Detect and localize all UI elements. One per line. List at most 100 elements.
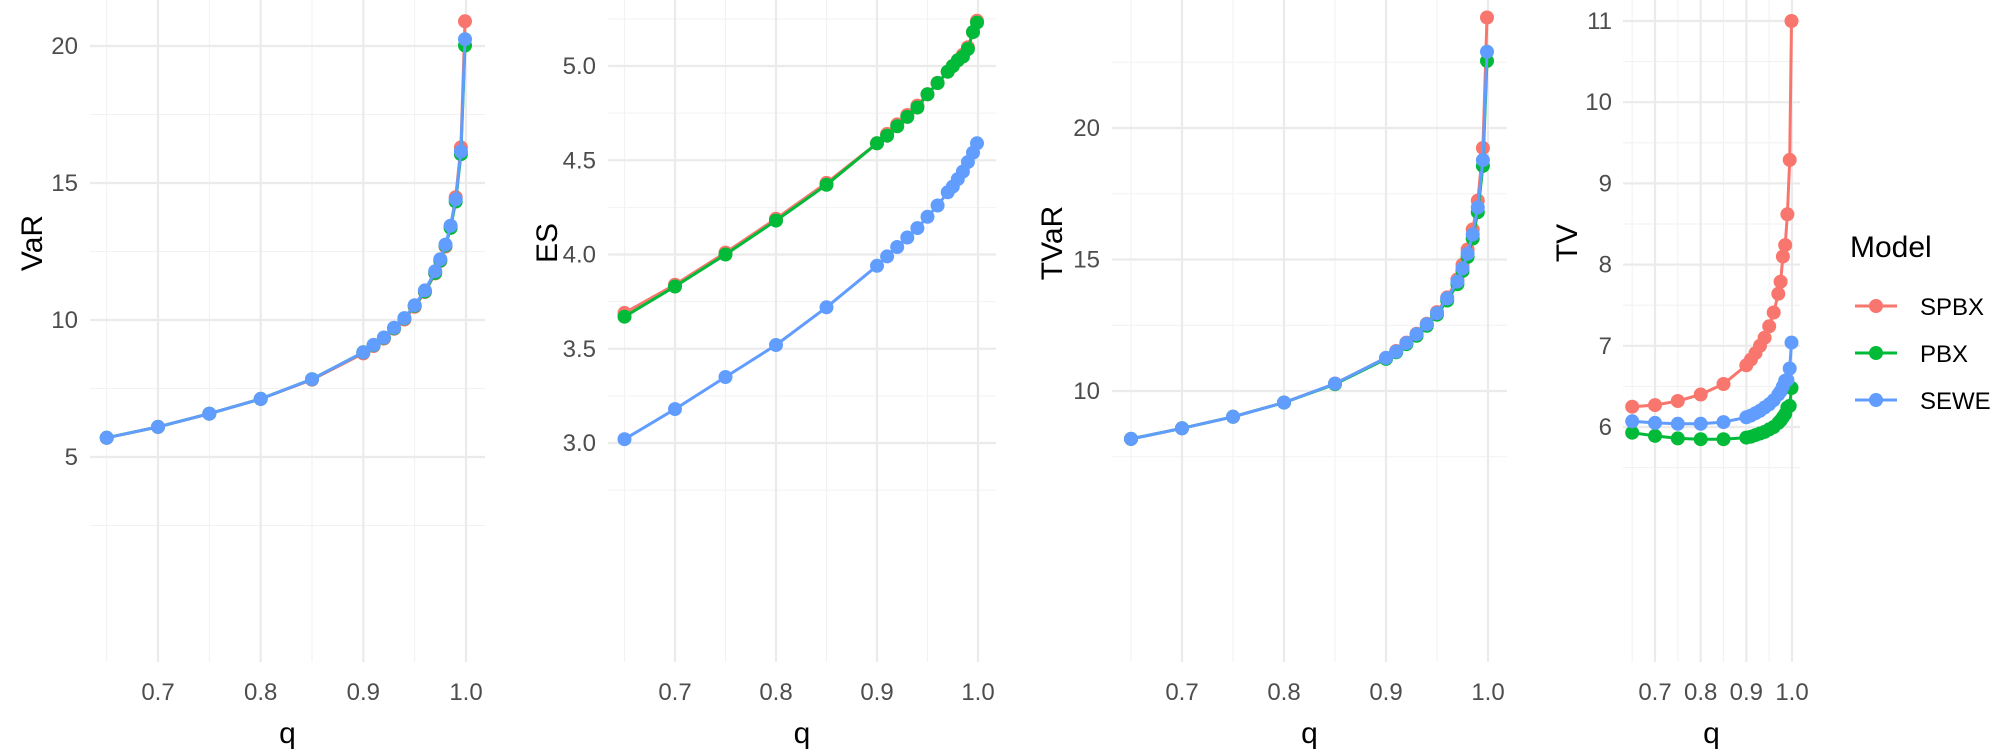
data-point [880,249,895,264]
data-point [920,87,935,102]
data-point [1782,152,1797,167]
data-point [970,136,984,151]
series-line [1130,60,1489,441]
legend-item-sewe: SEWE [1855,388,1991,415]
legend-label: SPBX [1920,294,1984,321]
data-point [1480,10,1494,25]
legend: Model SPBX PBX SEWE [1850,231,1991,415]
data-point [438,237,453,252]
data-point [1670,431,1685,446]
x-tick-label: 0.8 [1267,679,1300,706]
x-tick-label: 1.0 [1471,679,1504,706]
legend-key-point [1869,393,1883,407]
series-spbx [1124,10,1494,446]
data-point [1379,350,1393,365]
data-point [253,391,268,406]
data-point [443,218,458,233]
data-point [1648,398,1662,413]
y-axis-title: TVaR [1036,206,1069,280]
data-point [617,432,632,447]
data-point [880,128,895,143]
y-tick-label: 3.5 [563,336,596,363]
data-point [718,247,733,262]
data-point [1716,432,1731,447]
data-point [1455,261,1470,276]
panel-tv: 0.7 0.8 0.9 1.0 6 7 8 9 10 11 q TV [1551,0,1809,750]
data-point [1440,291,1455,306]
legend-key-point [1869,346,1883,360]
data-point [1389,344,1404,359]
data-point [930,198,945,213]
data-point [1328,376,1342,391]
series-line [1130,51,1489,441]
data-point [376,330,391,345]
data-point [1480,44,1494,59]
data-point [668,402,682,417]
data-point [1784,14,1799,28]
x-tick-label: 0.9 [860,679,893,706]
series-pbx [617,15,984,324]
y-tick-label: 20 [1073,115,1100,142]
panel-tvar: 0.7 0.8 0.9 1.0 10 15 20 q TVaR [1036,0,1507,750]
data-point [458,32,472,47]
x-tick-label: 0.7 [1165,679,1198,706]
data-point [819,300,834,315]
y-tick-label: 3.0 [563,430,596,457]
x-axis-title: q [1301,717,1318,750]
data-point [1716,415,1731,430]
data-point [1625,414,1640,429]
legend-item-pbx: PBX [1855,341,1968,368]
data-point [1693,387,1708,402]
gridlines [90,0,485,662]
data-point [1782,398,1797,413]
data-point [1780,372,1795,387]
data-point [202,406,217,421]
series-sewe [1625,335,1799,431]
data-point [1460,246,1475,261]
y-tick-label: 11 [1587,8,1612,35]
legend-item-spbx: SPBX [1855,294,1984,321]
x-tick-label: 1.0 [1775,679,1808,706]
data-point [1648,428,1662,443]
series-sewe [617,136,984,447]
y-tick-label: 9 [1599,170,1612,197]
x-tick-label: 0.7 [658,679,691,706]
data-point [305,372,319,387]
series-spbx [617,13,984,320]
data-point [453,144,468,159]
data-point [1430,306,1444,321]
gridlines [1112,0,1507,662]
data-point [769,213,783,228]
data-point [1780,207,1795,222]
data-point [1475,153,1490,168]
data-point [900,109,915,124]
data-point [769,338,783,352]
gridlines [608,0,996,662]
data-point [1465,227,1480,242]
data-point [900,230,915,245]
x-tick-label: 1.0 [449,679,482,706]
data-point [417,283,432,298]
y-tick-label: 5 [65,444,78,471]
x-tick-label: 0.9 [1369,679,1402,706]
data-point [1124,431,1138,446]
data-point [1670,416,1685,431]
x-tick-label: 0.8 [244,679,277,706]
panel-es: 0.7 0.8 0.9 1.0 3.0 3.5 4.0 4.5 5.0 q ES [531,0,996,750]
gridlines [1623,0,1800,662]
x-axis-title: q [1703,717,1720,750]
series-line [623,20,979,315]
data-point [1778,238,1793,253]
data-point [407,298,422,313]
data-point [1409,327,1424,342]
y-tick-label: 10 [51,307,78,334]
data-point [1693,416,1708,431]
data-point [387,320,402,335]
y-tick-label: 10 [1073,378,1100,405]
y-tick-label: 20 [51,33,78,60]
data-point [1625,399,1640,414]
data-point [960,42,975,56]
series-line [106,45,467,440]
data-point [910,100,925,115]
